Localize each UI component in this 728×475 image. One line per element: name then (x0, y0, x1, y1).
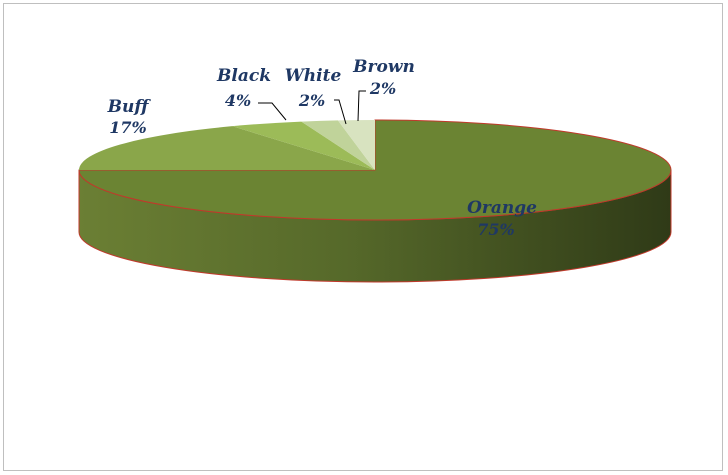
leader-line-black (258, 102, 287, 121)
label-brown-percent: 2% (369, 79, 396, 98)
pie-slice-black (232, 121, 375, 170)
leader-lines (258, 90, 366, 125)
label-buff-percent: 17% (109, 118, 146, 137)
pie-tops (78, 119, 672, 221)
pie-slice-brown (337, 120, 375, 170)
label-white-percent: 2% (298, 91, 325, 110)
pie-slice-white (301, 120, 375, 170)
label-black-name: Black (216, 66, 271, 86)
label-buff-name: Buff (107, 97, 152, 117)
leader-line-brown (357, 90, 366, 122)
label-orange-percent: 75% (477, 220, 514, 239)
label-white-name: White (285, 66, 342, 86)
pie-slice-orange (78, 119, 672, 221)
leader-line-white (334, 99, 347, 125)
label-brown-name: Brown (352, 57, 415, 77)
pie-slice-buff (79, 126, 375, 170)
label-orange-name: Orange (467, 198, 537, 218)
label-black-percent: 4% (225, 91, 251, 110)
